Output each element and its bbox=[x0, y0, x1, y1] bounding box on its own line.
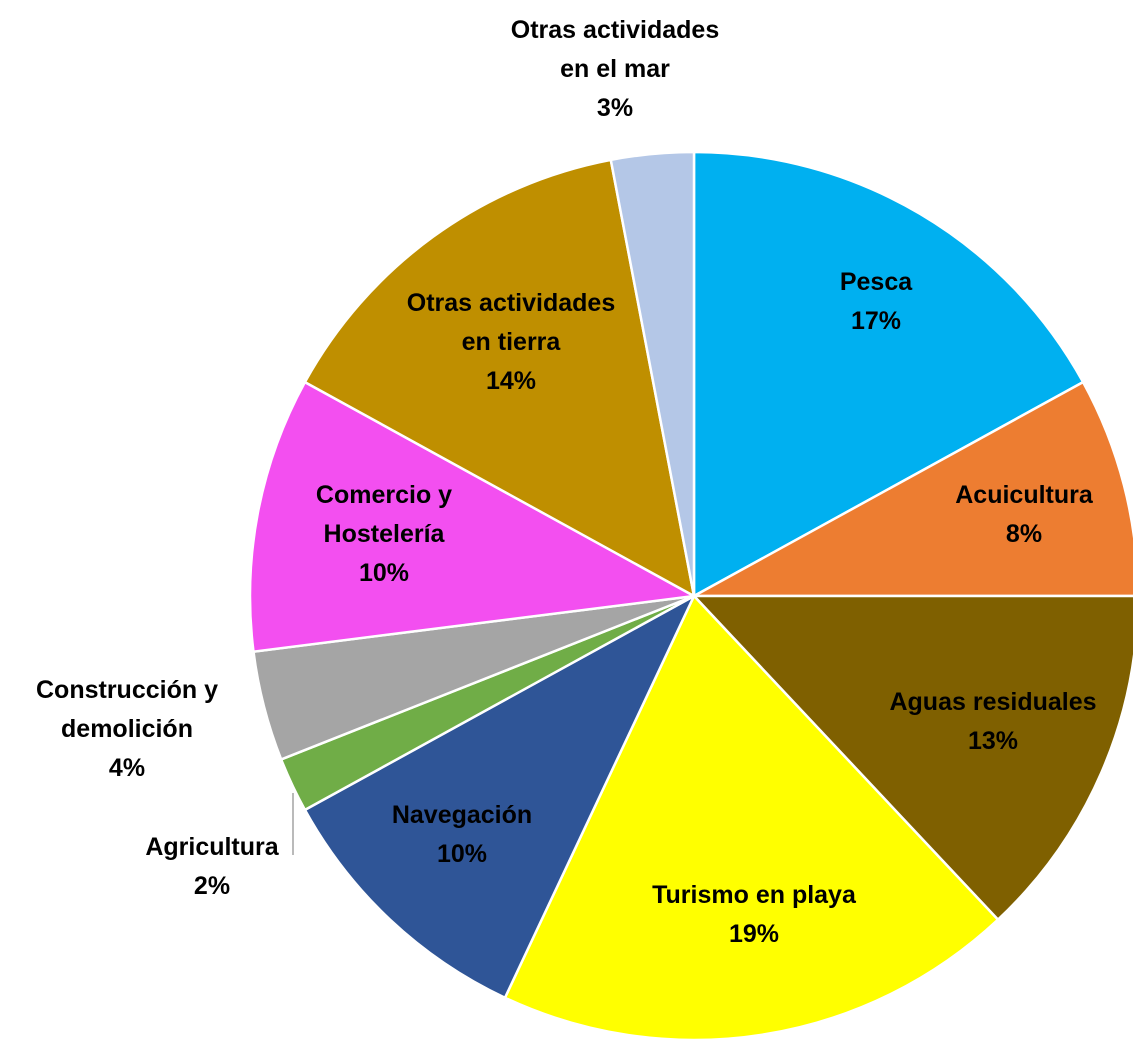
slice-label: Turismo en playa 19% bbox=[652, 881, 857, 948]
slice-value-text: 4% bbox=[109, 754, 145, 782]
slice-name-text: Construcción y bbox=[36, 676, 218, 704]
pie-slice-navegación bbox=[303, 594, 696, 999]
slice-value-text: 8% bbox=[1006, 520, 1042, 548]
slice-value-text: 13% bbox=[968, 727, 1018, 755]
slice-name-text: demolición bbox=[61, 715, 193, 743]
slice-label: Aguas residuales 13% bbox=[889, 688, 1096, 755]
slice-label: Agricultura 2% bbox=[145, 833, 279, 900]
pie-slices bbox=[248, 150, 1133, 1042]
pie-slice-aguas-residuales bbox=[692, 594, 1133, 921]
slice-value-text: 19% bbox=[729, 920, 779, 948]
slice-label: Comercio y Hostelería 10% bbox=[316, 481, 452, 587]
slice-labels: Pesca 17% Acuicultura 8% Aguas residuales 13%… bbox=[36, 16, 1097, 948]
slice-label: Construcción y demolición 4% bbox=[36, 676, 218, 782]
slice-name-text: Turismo en playa bbox=[652, 881, 857, 909]
slice-name-text: Aguas residuales bbox=[889, 688, 1096, 716]
slice-name-text: en el mar bbox=[560, 55, 670, 83]
slice-value-text: 2% bbox=[194, 872, 230, 900]
slice-name-text: Navegación bbox=[392, 801, 532, 829]
slice-label: Pesca 17% bbox=[840, 268, 913, 335]
slice-name-text: Comercio y bbox=[316, 481, 452, 509]
pie-slice-pesca bbox=[692, 150, 1085, 598]
slice-name-text: Agricultura bbox=[145, 833, 279, 861]
slice-value-text: 10% bbox=[359, 559, 409, 587]
slice-value-text: 17% bbox=[851, 307, 901, 335]
slice-name-text: en tierra bbox=[462, 328, 562, 356]
pie-slice-acuicultura bbox=[692, 380, 1133, 598]
slice-name-text: Hostelería bbox=[324, 520, 446, 548]
pie-slice-otras-actividades-en-el-mar bbox=[609, 150, 696, 598]
slice-value-text: 14% bbox=[486, 367, 536, 395]
slice-label: Acuicultura 8% bbox=[955, 481, 1094, 548]
slice-label: Navegación 10% bbox=[392, 801, 532, 868]
pie-slice-turismo-en-playa bbox=[503, 594, 1000, 1042]
slice-value-text: 10% bbox=[437, 840, 487, 868]
slice-name-text: Otras actividades bbox=[511, 16, 719, 44]
slice-label: Otras actividades en tierra 14% bbox=[407, 289, 615, 395]
slice-name-text: Otras actividades bbox=[407, 289, 615, 317]
slice-name-text: Acuicultura bbox=[955, 481, 1094, 509]
pie-slice-otras-actividades-en-tierra bbox=[303, 158, 696, 598]
slice-label: Otras actividades en el mar 3% bbox=[511, 16, 719, 122]
slice-value-text: 3% bbox=[597, 94, 633, 122]
pie-slice-comercio-y-hostelería bbox=[248, 380, 696, 653]
slice-name-text: Pesca bbox=[840, 268, 913, 296]
